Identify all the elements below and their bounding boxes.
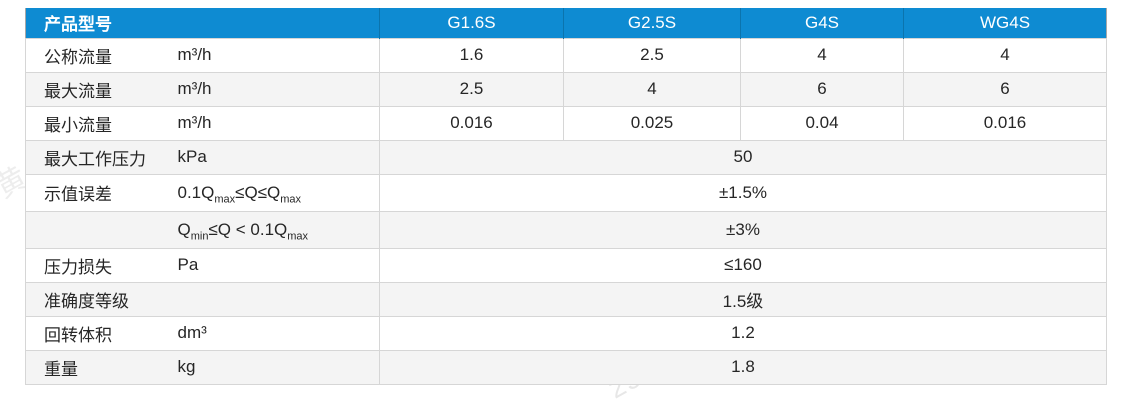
table-row-indication-error-high: 示值误差 0.1Qmax≤Q≤Qmax ±1.5% (25, 173, 1107, 212)
row-label: 最小流量 (25, 105, 178, 141)
spanned-value-cell: 1.8 (379, 349, 1107, 385)
row-label: 最大流量 (25, 71, 178, 107)
table-row-accuracy-class: 准确度等级 1.5级 (25, 281, 1107, 317)
table-row-weight: 重量 kg 1.8 (25, 349, 1107, 385)
model-column-header: G4S (740, 8, 904, 38)
value-cell: 6 (740, 71, 904, 107)
model-column-header: G1.6S (379, 8, 564, 38)
row-label: 回转体积 (25, 315, 178, 351)
spanned-value-cell: ±1.5% (379, 173, 1107, 212)
spanned-value-cell: 1.2 (379, 315, 1107, 351)
value-cell: 4 (563, 71, 741, 107)
subscript: max (287, 229, 309, 242)
row-label: 重量 (25, 349, 178, 385)
row-unit: m³/h (177, 37, 380, 73)
row-condition: Qmin≤Q < 0.1Qmax (177, 210, 380, 249)
row-label: 示值误差 (25, 173, 178, 212)
table-row-cyclic-volume: 回转体积 dm³ 1.2 (25, 315, 1107, 351)
row-unit (177, 281, 380, 317)
row-unit: m³/h (177, 71, 380, 107)
value-cell: 0.016 (379, 105, 564, 141)
table-row-min-flow: 最小流量 m³/h 0.016 0.025 0.04 0.016 (25, 105, 1107, 141)
row-condition: 0.1Qmax≤Q≤Qmax (177, 173, 380, 212)
subscript: max (280, 192, 302, 205)
table-row-nominal-flow: 公称流量 m³/h 1.6 2.5 4 4 (25, 37, 1107, 73)
header-row: 产品型号 G1.6S G2.5S G4S WG4S (25, 8, 1107, 38)
table-row-max-working-pressure: 最大工作压力 kPa 50 (25, 139, 1107, 175)
subscript: min (190, 229, 209, 242)
product-model-label: 产品型号 (44, 15, 112, 35)
value-cell: 6 (903, 71, 1107, 107)
model-column-header: G2.5S (563, 8, 741, 38)
subscript: max (214, 192, 236, 205)
row-unit: dm³ (177, 315, 380, 351)
row-unit: kPa (177, 139, 380, 175)
value-cell: 1.6 (379, 37, 564, 73)
value-cell: 2.5 (379, 71, 564, 107)
value-cell: 0.016 (903, 105, 1107, 141)
row-unit: Pa (177, 247, 380, 283)
row-label: 准确度等级 (25, 281, 178, 317)
value-cell: 0.025 (563, 105, 741, 141)
row-unit: m³/h (177, 105, 380, 141)
spanned-value-cell: ±3% (379, 210, 1107, 249)
value-cell: 4 (903, 37, 1107, 73)
value-cell: 0.04 (740, 105, 904, 141)
table-row-indication-error-low: Qmin≤Q < 0.1Qmax ±3% (25, 210, 1107, 249)
value-cell: 2.5 (563, 37, 741, 73)
row-label: 压力损失 (25, 247, 178, 283)
product-spec-table: 产品型号 G1.6S G2.5S G4S WG4S 公称流量 m³/h 1.6 … (25, 8, 1107, 385)
row-label: 公称流量 (25, 37, 178, 73)
value-cell: 4 (740, 37, 904, 73)
product-model-header: 产品型号 (25, 8, 380, 38)
row-unit: kg (177, 349, 380, 385)
row-label (25, 210, 178, 249)
table-row-max-flow: 最大流量 m³/h 2.5 4 6 6 (25, 71, 1107, 107)
spanned-value-cell: ≤160 (379, 247, 1107, 283)
row-label: 最大工作压力 (25, 139, 178, 175)
model-column-header: WG4S (903, 8, 1107, 38)
spanned-value-cell: 1.5级 (379, 281, 1107, 317)
spanned-value-cell: 50 (379, 139, 1107, 175)
table-row-pressure-loss: 压力损失 Pa ≤160 (25, 247, 1107, 283)
